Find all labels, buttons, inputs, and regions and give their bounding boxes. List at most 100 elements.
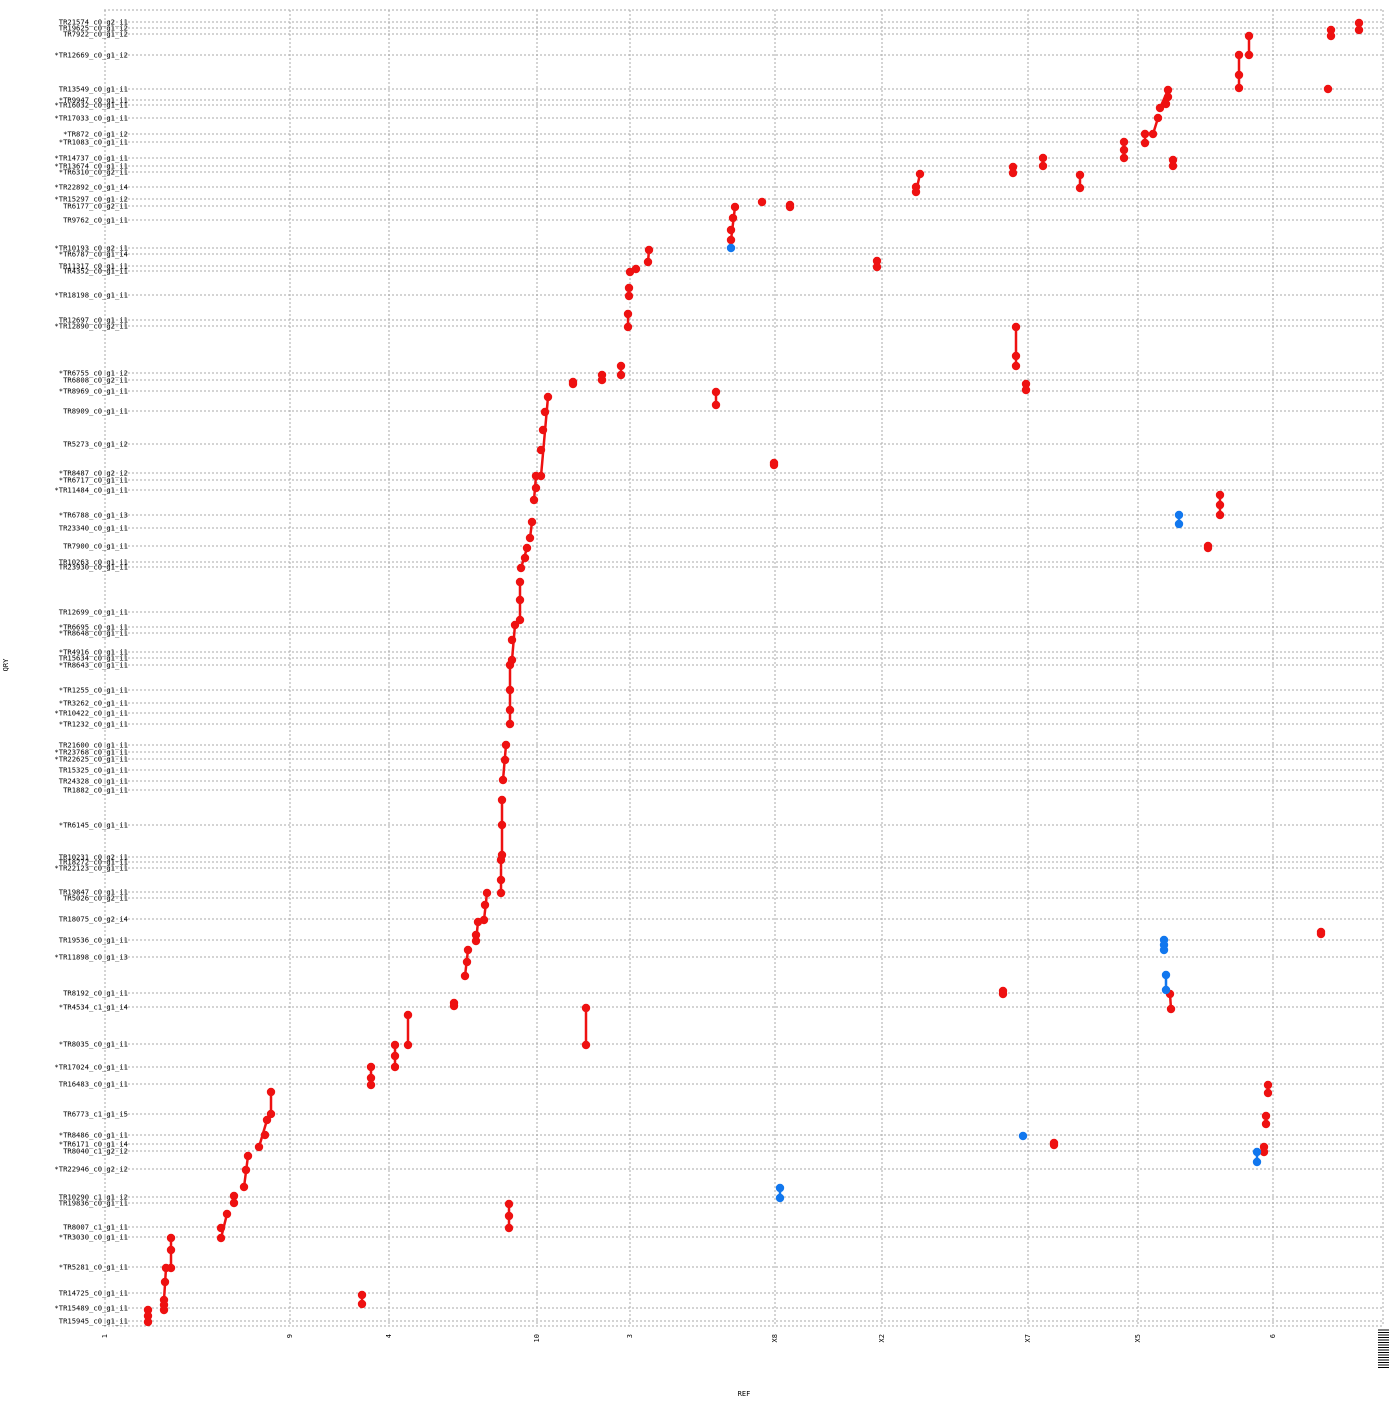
forward-alignment-point	[911, 187, 921, 197]
y-tick-label: TR12699_c0_g1_i1	[59, 608, 128, 617]
forward-alignment-point	[266, 1109, 276, 1119]
forward-alignment-point	[241, 1165, 251, 1175]
forward-alignment-point	[1168, 155, 1178, 165]
forward-alignment-point	[1263, 1088, 1273, 1098]
forward-alignment-point	[1234, 50, 1244, 60]
forward-alignment-point	[366, 1080, 376, 1090]
forward-alignment-point	[516, 563, 526, 573]
forward-alignment-point	[501, 740, 511, 750]
forward-alignment-point	[1326, 31, 1336, 41]
forward-alignment-point	[711, 387, 721, 397]
forward-alignment-point	[616, 370, 626, 380]
reverse-alignment-point	[1174, 510, 1184, 520]
forward-alignment-point	[1011, 351, 1021, 361]
y-tick-label: TR21574_c0_g2_i1	[59, 18, 128, 27]
reverse-alignment-point	[1161, 970, 1171, 980]
forward-alignment-point	[229, 1198, 239, 1208]
reverse-alignment-point	[1252, 1157, 1262, 1167]
forward-alignment-point	[1234, 83, 1244, 93]
y-tick-label: TR16483_c0_g1_i1	[59, 1080, 128, 1089]
forward-alignment-point	[254, 1142, 264, 1152]
y-tick-label: TR8909_c0_g1_i1	[63, 407, 128, 416]
forward-alignment-point	[1075, 170, 1085, 180]
y-tick-label: *TR1255_c0_g1_i1	[59, 686, 128, 695]
forward-alignment-point	[390, 1051, 400, 1061]
y-tick-label: TR19836_c0_g1_i1	[59, 1199, 128, 1208]
forward-alignment-point	[1244, 50, 1254, 60]
forward-alignment-point	[366, 1062, 376, 1072]
y-tick-label: *TR12890_c0_g2_i1	[54, 322, 128, 331]
forward-alignment-point	[520, 553, 530, 563]
reverse-alignment-point	[726, 243, 736, 253]
forward-alignment-point	[222, 1209, 232, 1219]
x-tick-label: 9	[286, 1334, 294, 1338]
y-tick-label: TR13549_c0_g1_i1	[59, 85, 128, 94]
forward-alignment-point	[504, 1211, 514, 1221]
y-tick-label: *TR4916_c0_g1_i1	[59, 648, 128, 657]
forward-alignment-point	[769, 460, 779, 470]
x-tick-labels: 1 9 4 10 3 X8 X2 X7 X5 6	[101, 1334, 1277, 1342]
y-tick-label: TR5273_c0_g1_i2	[63, 440, 128, 449]
x-axis-label: REF	[738, 1390, 751, 1398]
forward-alignment-point	[505, 660, 515, 670]
y-axis-label: QRY	[2, 658, 10, 671]
forward-alignment-point	[449, 1001, 459, 1011]
forward-alignment-point	[1259, 1147, 1269, 1157]
forward-alignment-point	[239, 1182, 249, 1192]
reverse-alignment-point	[1159, 945, 1169, 955]
forward-alignment-point	[1263, 1080, 1273, 1090]
forward-alignment-point	[522, 543, 532, 553]
y-tick-label: *TR14737_c0_g1_i1	[54, 154, 128, 163]
forward-alignment-point	[159, 1305, 169, 1315]
forward-alignment-point	[1008, 162, 1018, 172]
forward-alignment-point	[266, 1087, 276, 1097]
y-tick-label: *TR12669_c0_g1_i2	[54, 51, 128, 60]
forward-alignment-point	[1038, 161, 1048, 171]
grid-lines	[104, 9, 1384, 1327]
forward-alignment-point	[872, 256, 882, 266]
forward-alignment-segment	[729, 205, 737, 242]
forward-alignment-point	[166, 1245, 176, 1255]
forward-alignment-point	[460, 971, 470, 981]
forward-alignment-point	[1021, 379, 1031, 389]
alignment-segments	[146, 21, 1361, 1324]
x-tick-label: 10	[533, 1334, 541, 1342]
y-tick-label: TR7922_c0_g1_i2	[63, 30, 128, 39]
forward-alignment-point	[262, 1115, 272, 1125]
forward-alignment-point	[1049, 1140, 1059, 1150]
reverse-alignment-point	[1018, 1131, 1028, 1141]
y-tick-label: *TR15489_c0_g1_i1	[54, 1304, 128, 1313]
forward-alignment-point	[229, 1191, 239, 1201]
forward-alignment-point	[366, 1073, 376, 1083]
x-tick-label: X8	[771, 1334, 779, 1342]
forward-alignment-point	[1075, 183, 1085, 193]
forward-alignment-point	[480, 900, 490, 910]
forward-alignment-point	[463, 945, 473, 955]
forward-alignment-point	[872, 262, 882, 272]
forward-alignment-point	[482, 888, 492, 898]
y-tick-label: TR15634_c0_g1_i1	[59, 654, 128, 663]
reverse-alignment-point	[775, 1193, 785, 1203]
y-tick-label: TR19847_c0_g1_i1	[59, 888, 128, 897]
forward-alignment-point	[1215, 500, 1225, 510]
y-tick-label: TR18272_c0_g1_i1	[59, 858, 128, 867]
y-tick-label: TR23340_c0_g1_i1	[59, 524, 128, 533]
y-tick-label: TR6808_c0_g2_i1	[63, 376, 128, 385]
y-tick-label: TR23930_c0_g1_i1	[59, 563, 128, 572]
forward-alignment-point	[357, 1299, 367, 1309]
forward-alignment-point	[496, 888, 506, 898]
forward-alignment-point	[507, 635, 517, 645]
forward-alignment-point	[1323, 84, 1333, 94]
forward-alignment-point	[1155, 103, 1165, 113]
y-tick-label: *TR8486_c0_g1_i1	[59, 1131, 128, 1140]
forward-alignment-point	[510, 620, 520, 630]
forward-alignment-point	[403, 1040, 413, 1050]
forward-alignment-point	[1153, 113, 1163, 123]
y-tick-label: TR21600_c0_g1_i1	[59, 741, 128, 750]
y-tick-label: TR10290_c1_g1_i2	[59, 1193, 128, 1202]
forward-alignment-point	[1140, 129, 1150, 139]
y-tick-label: *TR11898_c0_g1_i3	[54, 953, 128, 962]
reverse-alignment-point	[775, 1183, 785, 1193]
forward-alignment-point	[543, 392, 553, 402]
forward-alignment-point	[529, 495, 539, 505]
